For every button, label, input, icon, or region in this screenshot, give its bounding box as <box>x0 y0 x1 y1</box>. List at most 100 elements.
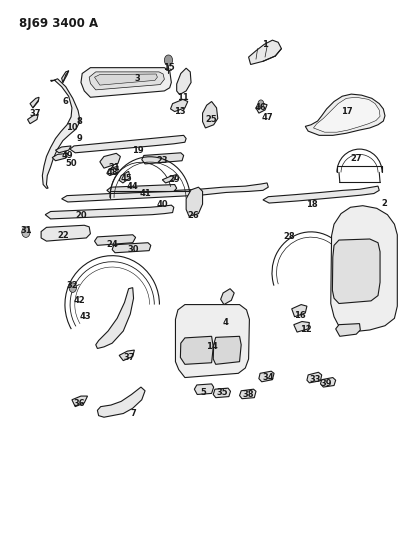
Text: 48: 48 <box>106 168 118 177</box>
Text: 23: 23 <box>156 156 168 165</box>
Circle shape <box>22 227 30 237</box>
Text: 6: 6 <box>63 97 69 106</box>
Polygon shape <box>292 304 307 317</box>
Polygon shape <box>320 377 336 387</box>
Text: 15: 15 <box>163 63 174 71</box>
Text: 24: 24 <box>106 240 118 249</box>
Text: 42: 42 <box>73 296 85 305</box>
Circle shape <box>164 55 173 66</box>
Text: 35: 35 <box>216 388 228 397</box>
Circle shape <box>258 100 264 107</box>
Polygon shape <box>45 205 174 219</box>
Text: 9: 9 <box>76 134 82 143</box>
Text: 28: 28 <box>284 232 295 241</box>
Text: 17: 17 <box>342 107 353 116</box>
Polygon shape <box>42 79 80 188</box>
Text: 21: 21 <box>108 163 120 172</box>
Text: 8: 8 <box>76 117 82 126</box>
Polygon shape <box>305 94 385 135</box>
Polygon shape <box>263 186 379 203</box>
Text: 37: 37 <box>124 353 135 362</box>
Polygon shape <box>239 389 256 399</box>
Circle shape <box>69 283 76 293</box>
Text: 32: 32 <box>67 281 78 290</box>
Text: 34: 34 <box>263 373 274 382</box>
Polygon shape <box>213 336 241 365</box>
Text: 30: 30 <box>128 245 139 254</box>
Text: 11: 11 <box>177 93 189 102</box>
Text: 13: 13 <box>174 107 186 116</box>
Text: 37: 37 <box>29 109 41 118</box>
Text: 12: 12 <box>300 326 312 335</box>
Polygon shape <box>213 388 230 398</box>
Polygon shape <box>177 68 191 95</box>
Polygon shape <box>81 68 171 98</box>
Polygon shape <box>95 235 136 245</box>
Polygon shape <box>56 146 71 153</box>
Polygon shape <box>194 384 214 394</box>
Text: 20: 20 <box>75 211 87 220</box>
Text: 45: 45 <box>120 174 132 183</box>
Text: 46: 46 <box>255 103 267 112</box>
Polygon shape <box>95 74 157 85</box>
Polygon shape <box>52 154 68 161</box>
Text: 26: 26 <box>187 211 199 220</box>
Polygon shape <box>107 184 177 193</box>
Text: 4: 4 <box>223 318 229 327</box>
Text: 41: 41 <box>139 189 151 198</box>
Polygon shape <box>249 40 281 64</box>
Text: 19: 19 <box>132 146 144 155</box>
Polygon shape <box>186 187 203 216</box>
Polygon shape <box>96 288 134 349</box>
Text: 5: 5 <box>200 388 206 397</box>
Text: 8J69 3400 A: 8J69 3400 A <box>19 17 98 30</box>
Text: 2: 2 <box>381 198 387 207</box>
Polygon shape <box>294 321 310 332</box>
Text: 49: 49 <box>61 151 73 160</box>
Polygon shape <box>119 171 130 183</box>
Text: 25: 25 <box>205 115 217 124</box>
Polygon shape <box>162 174 177 183</box>
Polygon shape <box>72 396 88 407</box>
Polygon shape <box>62 71 68 83</box>
Text: 39: 39 <box>321 379 332 389</box>
Text: 3: 3 <box>135 74 141 83</box>
Polygon shape <box>107 166 118 175</box>
Polygon shape <box>181 336 213 365</box>
Polygon shape <box>41 225 90 241</box>
Text: 43: 43 <box>79 312 91 321</box>
Text: 22: 22 <box>57 231 69 240</box>
Text: 38: 38 <box>242 390 254 399</box>
Text: 31: 31 <box>20 226 32 235</box>
Polygon shape <box>176 304 249 377</box>
Polygon shape <box>259 371 274 382</box>
Polygon shape <box>307 372 322 383</box>
Polygon shape <box>119 350 134 361</box>
Text: 10: 10 <box>66 124 78 132</box>
Text: 50: 50 <box>65 159 77 168</box>
Polygon shape <box>221 289 234 304</box>
Polygon shape <box>100 154 120 168</box>
Text: 40: 40 <box>156 199 168 208</box>
Polygon shape <box>70 135 186 153</box>
Polygon shape <box>27 114 38 124</box>
Text: 36: 36 <box>73 400 85 408</box>
Polygon shape <box>171 99 188 111</box>
Polygon shape <box>331 206 397 333</box>
Text: 1: 1 <box>262 40 268 49</box>
Text: 14: 14 <box>206 342 217 351</box>
Text: 16: 16 <box>295 311 306 320</box>
Polygon shape <box>89 72 164 90</box>
Polygon shape <box>98 387 145 417</box>
Text: 7: 7 <box>131 409 137 418</box>
Polygon shape <box>332 239 380 303</box>
Text: 27: 27 <box>350 154 362 163</box>
Polygon shape <box>112 243 151 253</box>
Polygon shape <box>336 324 360 336</box>
Polygon shape <box>256 103 267 113</box>
Text: 18: 18 <box>306 199 318 208</box>
Polygon shape <box>313 98 380 132</box>
Polygon shape <box>142 153 184 164</box>
Text: 44: 44 <box>127 182 139 191</box>
Polygon shape <box>30 98 39 108</box>
